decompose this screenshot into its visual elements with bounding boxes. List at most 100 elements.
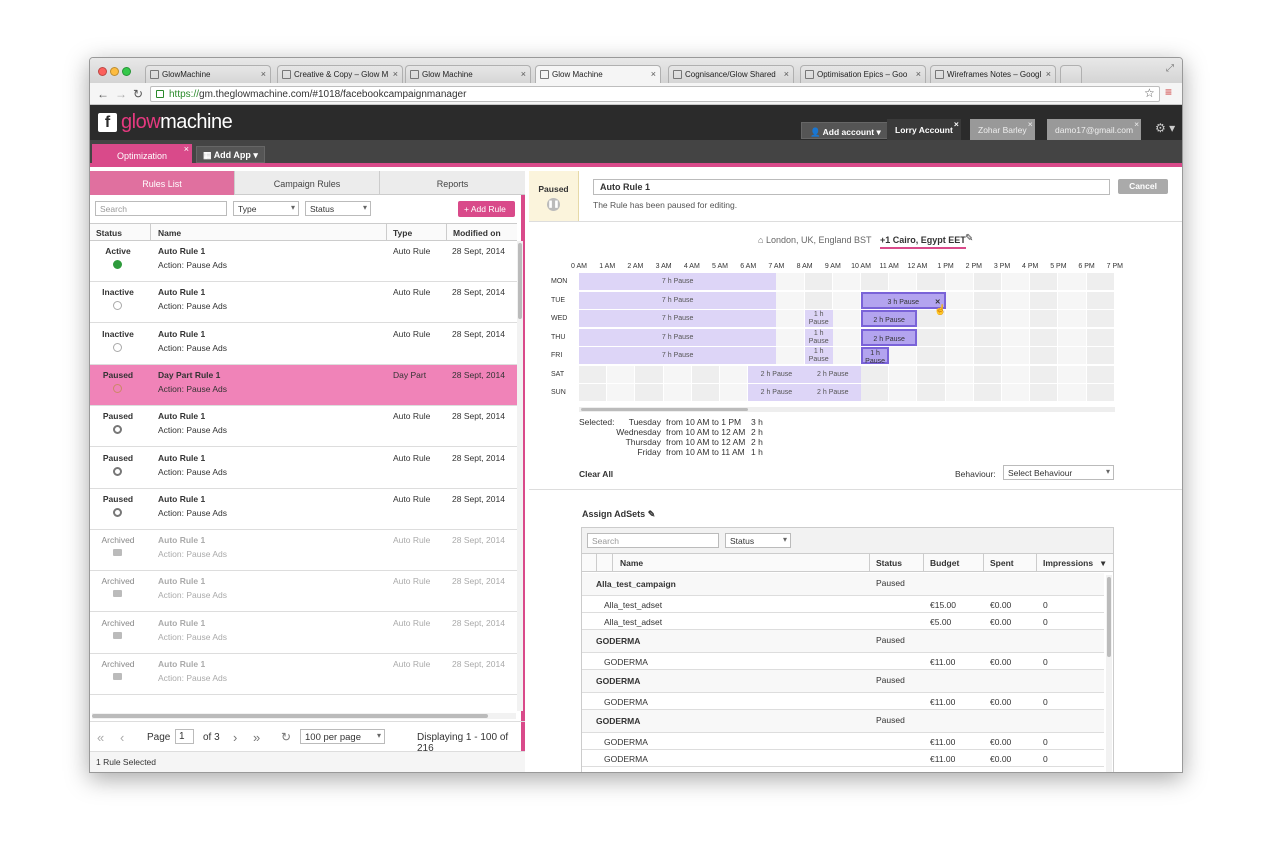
status-paused-icon[interactable] (113, 383, 122, 393)
schedule-cell[interactable] (945, 291, 974, 309)
close-window-icon[interactable] (98, 67, 107, 76)
schedule-cell[interactable] (945, 310, 974, 327)
schedule-cell[interactable] (1086, 384, 1115, 401)
refresh-icon[interactable]: ↻ (281, 730, 292, 744)
adsets-search-input[interactable]: Search (587, 533, 719, 548)
settings-gear-icon[interactable]: ⚙ ▾ (1155, 121, 1176, 135)
table-row[interactable]: Active Auto Rule 1 Action: Pause Ads Auto R… (90, 241, 517, 282)
schedule-cell[interactable] (776, 328, 805, 346)
schedule-cell[interactable] (1030, 291, 1059, 309)
behaviour-select[interactable]: Select Behaviour (1003, 465, 1114, 480)
schedule-cell[interactable] (691, 365, 720, 383)
schedule-cell[interactable] (1086, 347, 1115, 364)
adset-row[interactable]: Alla_test_adset €5.00 €0.00 0 (582, 613, 1104, 630)
schedule-cell[interactable] (945, 384, 974, 401)
add-account-button[interactable]: 👤 Add account ▾ (801, 122, 890, 139)
schedule-cell[interactable] (1030, 384, 1059, 401)
schedule-cell[interactable] (973, 347, 1002, 364)
browser-tab[interactable]: GlowMachine × (145, 65, 271, 83)
schedule-cell[interactable] (945, 347, 974, 364)
adsets-scrollbar[interactable] (1106, 575, 1112, 772)
schedule-cell[interactable] (1058, 365, 1087, 383)
campaign-row[interactable]: GODERMA Paused (582, 710, 1104, 733)
account-tab-zohar[interactable]: Zohar Barley × (970, 119, 1035, 140)
schedule-cell[interactable] (635, 365, 664, 383)
table-row[interactable]: Archived Auto Rule 1 Action: Pause Ads Auto… (90, 530, 517, 572)
account-tab-lorry[interactable]: Lorry Account × (887, 119, 961, 140)
menu-icon[interactable]: ≡ (1165, 85, 1173, 99)
pause-block[interactable]: 2 h Pause (804, 384, 861, 401)
browser-tab[interactable]: Glow Machine × (405, 65, 531, 83)
schedule-cell[interactable] (1058, 273, 1087, 290)
close-tab-icon[interactable]: × (915, 69, 921, 79)
adset-row[interactable]: Alla_test_adset €15.00 €0.00 0 (582, 596, 1104, 613)
adset-row[interactable]: GODERMA €11.00 €0.00 0 (582, 693, 1104, 710)
table-row[interactable]: Inactive Auto Rule 1 Action: Pause Ads Auto… (90, 324, 517, 365)
table-row[interactable]: Paused Auto Rule 1 Action: Pause Ads Auto R… (90, 406, 517, 448)
schedule-cell[interactable] (1030, 273, 1059, 290)
schedule-cell[interactable] (635, 384, 664, 401)
rules-search-input[interactable]: Search (95, 201, 227, 216)
campaign-row[interactable]: GODERMA Paused (582, 670, 1104, 693)
table-row[interactable]: Inactive Auto Rule 1 Action: Pause Ads Auto… (90, 282, 517, 324)
pause-block[interactable]: 2 h Pause (748, 384, 805, 401)
remove-block-icon[interactable]: ✕ (934, 298, 941, 306)
col-budget[interactable]: Budget (930, 558, 960, 568)
timezone-home[interactable]: ⌂ London, UK, England BST (758, 235, 872, 245)
clear-all-button[interactable]: Clear All (579, 469, 614, 479)
schedule-grid[interactable]: 0 AM 1 AM 2 AM 3 AM 4 AM 5 AM 6 AM 7 AM 8 AM 9 AM… (551, 263, 1123, 407)
close-tab-icon[interactable]: × (520, 69, 526, 79)
schedule-cell[interactable] (776, 273, 805, 290)
edit-timezone-icon[interactable]: ✎ (965, 233, 974, 244)
schedule-cell[interactable] (663, 384, 692, 401)
schedule-cell[interactable] (1002, 273, 1031, 290)
table-row[interactable]: Paused Auto Rule 1 Action: Pause Ads Auto R… (90, 448, 517, 489)
status-active-icon[interactable] (113, 260, 122, 269)
schedule-cell[interactable] (1058, 347, 1087, 364)
schedule-cell[interactable] (1002, 328, 1031, 346)
schedule-cell[interactable] (1058, 310, 1087, 327)
schedule-cell[interactable] (973, 310, 1002, 327)
scroll-thumb[interactable] (581, 408, 748, 411)
table-row[interactable]: Paused Day Part Rule 1 Action: Pause Ads Da… (90, 364, 517, 406)
timezone-alt[interactable]: +1 Cairo, Egypt EET (880, 235, 966, 249)
schedule-cell[interactable] (1030, 310, 1059, 327)
tab-campaign-rules[interactable]: Campaign Rules (235, 171, 380, 195)
schedule-cell[interactable] (720, 365, 749, 383)
minimize-window-icon[interactable] (110, 67, 119, 76)
schedule-cell[interactable] (1030, 347, 1059, 364)
schedule-cell[interactable] (917, 273, 946, 290)
pause-block[interactable]: 7 h Pause (579, 273, 777, 290)
scroll-thumb[interactable] (518, 243, 522, 319)
last-page-icon[interactable]: » (253, 730, 261, 745)
close-tab-icon[interactable]: × (1045, 69, 1051, 79)
tab-reports[interactable]: Reports (436, 179, 469, 189)
schedule-cell[interactable] (917, 310, 946, 327)
pause-block[interactable]: 1 h Pause (804, 347, 833, 364)
schedule-cell[interactable] (973, 328, 1002, 346)
schedule-cell[interactable] (804, 291, 833, 309)
schedule-cell[interactable] (945, 365, 974, 383)
forward-icon[interactable]: → (115, 87, 127, 101)
schedule-cell[interactable] (973, 291, 1002, 309)
schedule-cell[interactable] (917, 328, 946, 346)
table-row[interactable]: Archived Auto Rule 1 Action: Pause Ads Auto… (90, 613, 517, 654)
close-tab-icon[interactable]: × (650, 69, 656, 79)
pause-block[interactable]: 7 h Pause (579, 347, 777, 364)
zoom-window-icon[interactable] (122, 67, 131, 76)
rules-vertical-scrollbar[interactable] (517, 241, 523, 711)
col-type[interactable]: Type (393, 228, 413, 238)
schedule-cell[interactable] (1086, 273, 1115, 290)
schedule-cell[interactable] (579, 384, 608, 401)
page-number-input[interactable]: 1 (175, 729, 194, 744)
schedule-cell[interactable] (889, 365, 918, 383)
schedule-cell[interactable] (720, 384, 749, 401)
chevron-down-icon[interactable]: ▾ (1101, 558, 1106, 568)
schedule-cell[interactable] (917, 347, 946, 364)
schedule-cell[interactable] (1002, 347, 1031, 364)
schedule-cell[interactable] (1030, 328, 1059, 346)
new-tab-button[interactable] (1060, 65, 1082, 83)
schedule-scrollbar[interactable] (579, 407, 1115, 412)
status-paused-icon[interactable] (113, 425, 122, 435)
close-tab-icon[interactable]: × (260, 69, 266, 79)
